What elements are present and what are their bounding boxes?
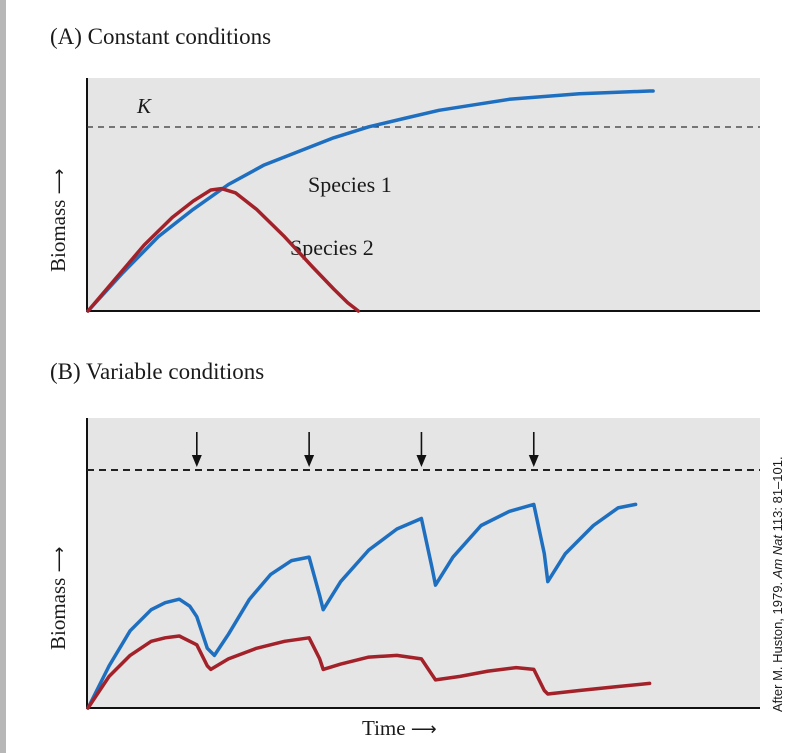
disturbance-arrowhead-2: [304, 455, 315, 467]
disturbance-arrowhead-3: [416, 455, 427, 467]
panel-a-species-2-line: [86, 186, 361, 313]
panel-a-title: (A) Constant conditions: [50, 24, 272, 49]
source-credit: After M. Huston, 1979. Am Nat 113: 81–10…: [770, 456, 785, 712]
panel-b-y-label: Biomass ⟶: [46, 546, 70, 650]
disturbance-arrows: [191, 432, 539, 467]
panel-a-y-label: Biomass ⟶: [46, 168, 70, 272]
panel-a-species-1-line: [86, 89, 655, 313]
species-1-label: Species 1: [308, 172, 392, 197]
left-border: [0, 0, 6, 753]
k-label: K: [136, 94, 152, 118]
y-arrow-icon: ⟶: [49, 546, 70, 573]
panel-b-species-1-line: [86, 502, 638, 710]
x-arrow-icon: ⟶: [410, 719, 437, 740]
x-axis-label: Time ⟶: [362, 716, 437, 740]
panel-b-title: (B) Variable conditions: [50, 359, 265, 384]
y-arrow-icon: ⟶: [49, 168, 70, 195]
disturbance-arrowhead-1: [191, 455, 202, 467]
panel-b-species-2-line: [86, 634, 652, 710]
panel-a-plot-area: [87, 78, 760, 311]
disturbance-arrowhead-4: [528, 455, 539, 467]
